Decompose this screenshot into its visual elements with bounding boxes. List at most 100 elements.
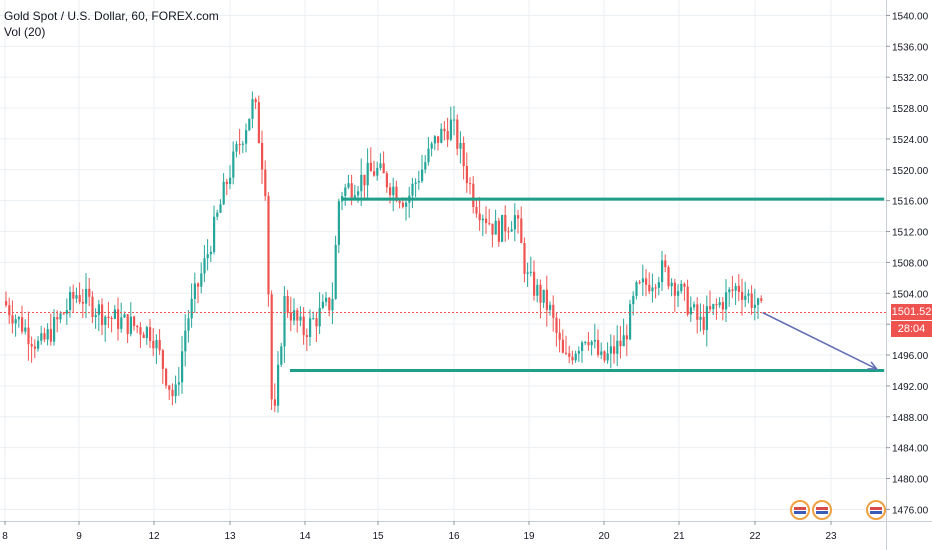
candle-body xyxy=(712,304,715,310)
candle-body xyxy=(193,283,196,299)
candle-body xyxy=(561,339,564,353)
candle-body xyxy=(731,289,734,291)
candle-body xyxy=(488,223,491,225)
candle-body xyxy=(133,316,136,326)
last-price-tag: 1501.52 xyxy=(891,304,932,321)
candle-body xyxy=(152,340,155,349)
candle-body xyxy=(21,317,24,332)
time-tick-label: 19 xyxy=(523,531,535,542)
candle-body xyxy=(398,200,401,203)
candle-body xyxy=(24,327,27,332)
price-axis[interactable]: 1476.00 1480.00 1484.00 1488.00 1492.00 1496.… xyxy=(886,11,929,516)
level-lines xyxy=(290,197,885,372)
candle-body xyxy=(529,271,532,273)
candle-body xyxy=(229,177,232,184)
projection-arrowhead xyxy=(867,361,879,370)
candle-body xyxy=(261,143,264,170)
flag-stripe xyxy=(816,511,828,514)
candle-body xyxy=(577,351,580,354)
price-tick-label: 1496.00 xyxy=(892,351,929,362)
candle-body xyxy=(459,142,462,149)
flag-stripe xyxy=(794,507,806,510)
candle-body xyxy=(107,316,110,319)
candle-body xyxy=(43,333,46,340)
price-tick-label: 1484.00 xyxy=(892,444,929,455)
flag-stripe xyxy=(794,511,806,514)
candle-body xyxy=(251,99,254,119)
candle-body xyxy=(81,301,84,304)
candle-body xyxy=(469,183,472,185)
candle-body xyxy=(686,286,689,315)
price-tick-label: 1492.00 xyxy=(892,382,929,393)
candle-body xyxy=(14,319,17,324)
candle-body xyxy=(699,316,702,320)
time-tick-label: 14 xyxy=(299,531,311,542)
candle-body xyxy=(264,169,267,197)
time-tick-label: 12 xyxy=(148,531,160,542)
candle-body xyxy=(405,202,408,207)
candle-body xyxy=(232,151,235,178)
event-icons[interactable] xyxy=(790,500,886,520)
candle-body xyxy=(424,162,427,170)
candle-body xyxy=(603,351,606,361)
candle-body xyxy=(421,169,424,182)
candle-body xyxy=(632,295,635,305)
candle-body xyxy=(309,318,312,337)
candle-body xyxy=(760,298,763,301)
candle-body xyxy=(661,260,664,283)
candle-body xyxy=(411,183,414,196)
candle-body xyxy=(197,283,200,287)
candle-body xyxy=(709,306,712,310)
time-axis[interactable]: 8 9 12 13 14 15 16 19 20 21 22 23 xyxy=(2,521,837,542)
projection-line xyxy=(762,311,877,370)
candle-body xyxy=(277,364,280,406)
candle-body xyxy=(651,287,654,292)
candle-body xyxy=(549,304,552,310)
candle-body xyxy=(120,317,123,329)
candle-body xyxy=(59,313,62,320)
candle-body xyxy=(312,318,315,320)
candle-body xyxy=(737,285,740,292)
price-tick-label: 1532.00 xyxy=(892,73,929,84)
candle-body xyxy=(680,283,683,292)
price-tick-label: 1528.00 xyxy=(892,104,929,115)
candle-body xyxy=(337,201,340,245)
candle-body xyxy=(302,316,305,336)
candle-body xyxy=(126,314,129,334)
candle-body xyxy=(542,289,545,303)
candle-body xyxy=(478,213,481,221)
candle-body xyxy=(165,368,168,386)
candle-body xyxy=(635,282,638,296)
time-tick-label: 13 xyxy=(224,531,236,542)
candle-body xyxy=(136,325,139,328)
price-tick-label: 1540.00 xyxy=(892,11,929,22)
candle-body xyxy=(168,385,171,390)
candle-body xyxy=(363,174,366,186)
chart-header: Gold Spot / U.S. Dollar, 60, FOREX.com V… xyxy=(4,8,219,40)
candle-body xyxy=(238,144,241,146)
candle-body xyxy=(510,229,513,232)
candle-body xyxy=(353,195,356,198)
volume-indicator-label[interactable]: Vol (20) xyxy=(4,25,46,39)
candle-body xyxy=(190,298,193,319)
candle-body xyxy=(654,287,657,289)
candle-body xyxy=(101,304,104,325)
symbol-title[interactable]: Gold Spot / U.S. Dollar, 60, FOREX.com xyxy=(4,9,219,23)
candle-body xyxy=(270,294,273,400)
candle-body xyxy=(360,174,363,192)
candle-body xyxy=(254,99,257,103)
candle-body xyxy=(517,215,520,219)
candle-body xyxy=(437,136,440,143)
candle-body xyxy=(110,318,113,320)
candle-body xyxy=(520,218,523,244)
candle-body xyxy=(72,291,75,299)
candle-body xyxy=(376,168,379,176)
candle-body xyxy=(145,327,148,339)
candle-body xyxy=(33,346,36,349)
price-tick-label: 1536.00 xyxy=(892,42,929,53)
price-tick-label: 1480.00 xyxy=(892,475,929,486)
candle-body xyxy=(705,306,708,331)
candle-body xyxy=(462,142,465,167)
candle-body xyxy=(184,330,187,352)
